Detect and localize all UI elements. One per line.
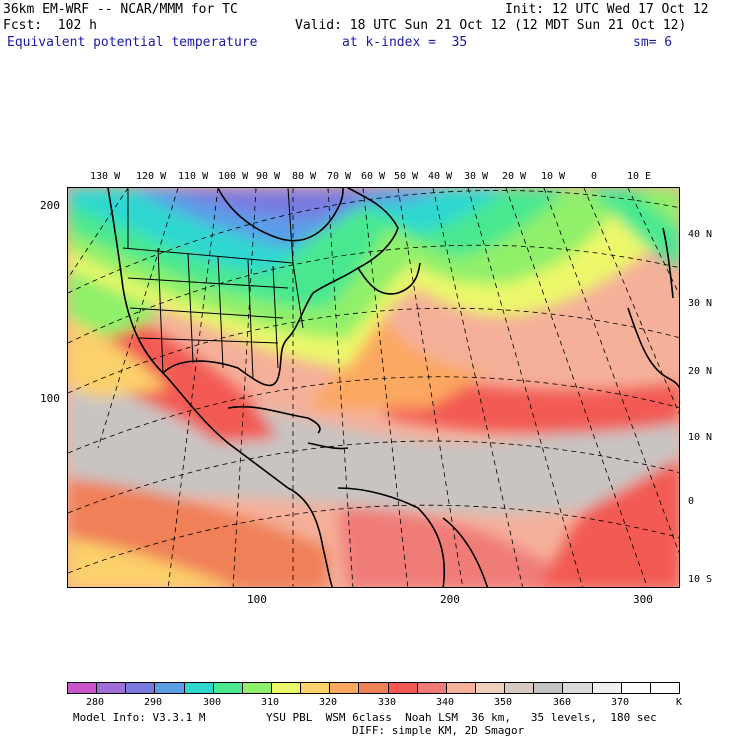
colorbar-swatch: [184, 683, 214, 693]
colorbar-swatch: [359, 683, 389, 693]
political-borders: [122, 188, 304, 379]
colorbar-label: 280: [86, 697, 105, 708]
level-info: at k-index = 35: [342, 35, 468, 50]
colorbar-label: 290: [144, 697, 163, 708]
lat-label: 10 N: [688, 432, 713, 443]
model-title: 36km EM-WRF -- NCAR/MMM for TC: [3, 2, 238, 17]
colorbar-label: 330: [378, 697, 397, 708]
lat-label: 10 S: [688, 574, 713, 585]
colorbar-swatch: [213, 683, 243, 693]
colorbar-label: 300: [203, 697, 222, 708]
lon-label: 80 W: [292, 171, 317, 182]
colorbar-swatch: [388, 683, 418, 693]
lon-label: 0: [591, 171, 598, 182]
colorbar-swatch: [126, 683, 156, 693]
lon-label: 60 W: [361, 171, 386, 182]
lat-label: 30 N: [688, 298, 713, 309]
lon-label: 90 W: [256, 171, 281, 182]
y-grid-label: 200: [40, 199, 60, 212]
lon-label: 120 W: [136, 171, 167, 182]
field-name: Equivalent potential temperature: [7, 35, 258, 50]
colorbar-swatch: [446, 683, 476, 693]
colorbar-label: 360: [553, 697, 572, 708]
lon-label: 10 W: [541, 171, 566, 182]
colorbar-label: 350: [494, 697, 513, 708]
lon-label: 130 W: [90, 171, 121, 182]
colorbar-swatch: [155, 683, 185, 693]
model-info: Model Info: V3.3.1 M: [73, 711, 206, 724]
lat-label: 20 N: [688, 366, 713, 377]
colorbar: [67, 682, 680, 694]
colorbar-swatch: [330, 683, 360, 693]
colorbar-swatch: [242, 683, 272, 693]
lon-label: 50 W: [394, 171, 419, 182]
colorbar-label: 340: [436, 697, 455, 708]
colorbar-swatch: [534, 683, 564, 693]
colorbar-swatch: [621, 683, 651, 693]
lon-label: 10 E: [627, 171, 652, 182]
colorbar-unit: K: [676, 697, 683, 708]
lon-label: 110 W: [178, 171, 209, 182]
x-grid-label: 100: [247, 593, 267, 606]
lat-label: 40 N: [688, 229, 713, 240]
colorbar-swatch: [505, 683, 535, 693]
lon-label: 100 W: [218, 171, 249, 182]
lon-label: 40 W: [428, 171, 453, 182]
colorbar-swatch: [563, 683, 593, 693]
forecast-hour: Fcst: 102 h: [3, 18, 97, 33]
colorbar-swatch: [301, 683, 331, 693]
physics-info: YSU PBL WSM 6class Noah LSM 36 km, 35 le…: [266, 711, 657, 724]
colorbar-label: 370: [611, 697, 630, 708]
colorbar-swatch: [650, 683, 679, 693]
lon-label: 70 W: [327, 171, 352, 182]
smoothing-info: sm= 6: [633, 35, 673, 50]
colorbar-swatch: [475, 683, 506, 693]
graticule: [68, 188, 679, 587]
diffusion-info: DIFF: simple KM, 2D Smagor: [352, 724, 525, 737]
theta-e-field: [68, 188, 679, 587]
lon-label: 20 W: [502, 171, 527, 182]
x-grid-label: 300: [633, 593, 653, 606]
x-grid-label: 200: [440, 593, 460, 606]
map-panel: [67, 187, 680, 588]
colorbar-label: 310: [261, 697, 280, 708]
init-time: Init: 12 UTC Wed 17 Oct 12: [505, 2, 709, 17]
valid-time: Valid: 18 UTC Sun 21 Oct 12 (12 MDT Sun …: [295, 18, 687, 33]
lon-label: 30 W: [464, 171, 489, 182]
y-grid-label: 100: [40, 392, 60, 405]
lat-label: 0: [688, 496, 695, 507]
colorbar-swatch: [592, 683, 622, 693]
colorbar-label: 320: [319, 697, 338, 708]
colorbar-swatch: [271, 683, 302, 693]
colorbar-swatch: [417, 683, 447, 693]
colorbar-swatch: [68, 683, 98, 693]
colorbar-swatch: [97, 683, 127, 693]
